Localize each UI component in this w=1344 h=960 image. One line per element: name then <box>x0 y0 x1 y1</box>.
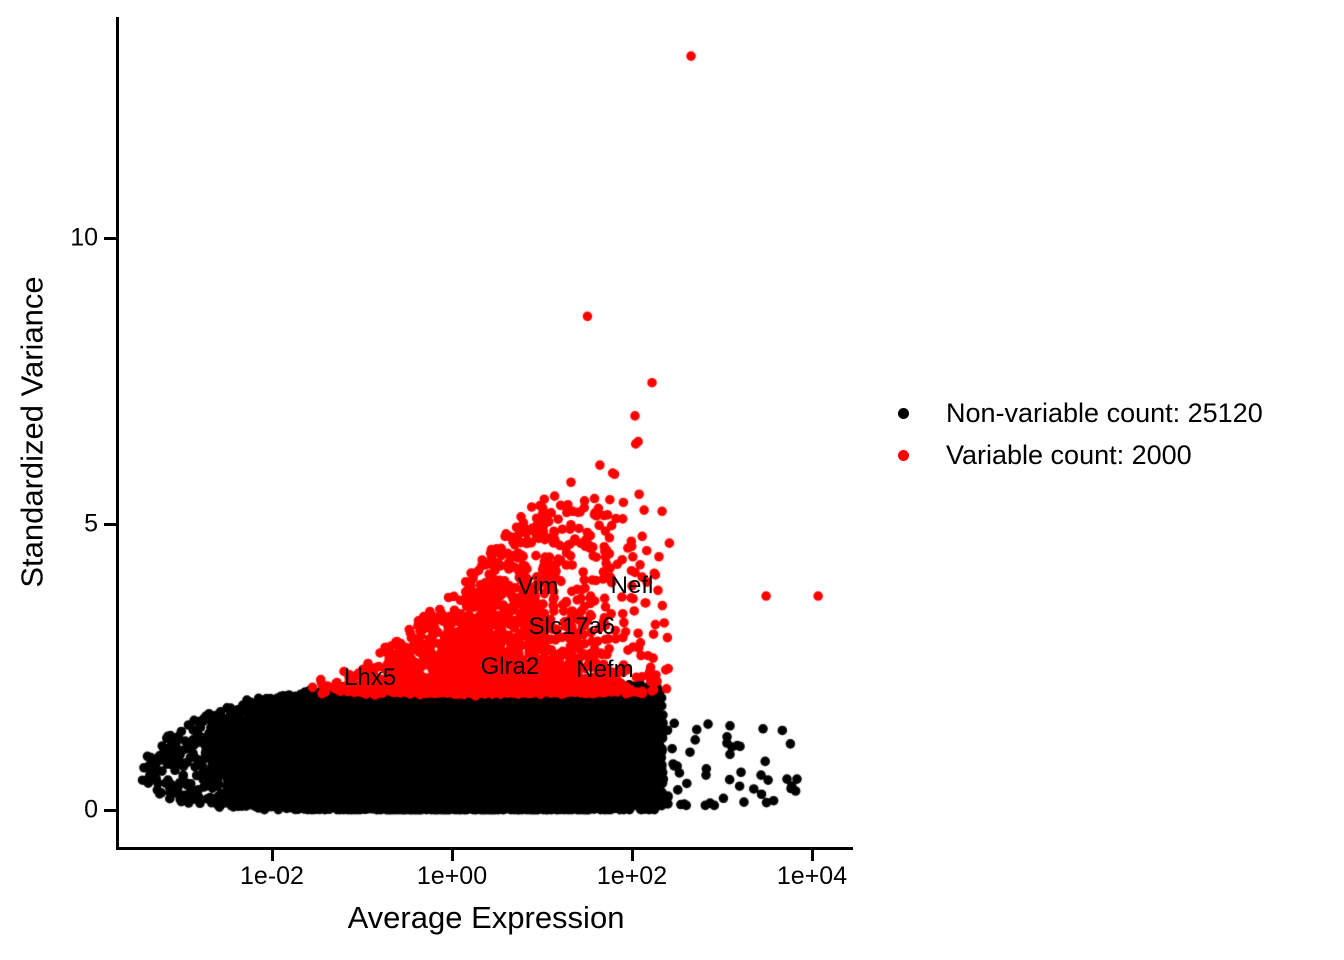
legend: Non-variable count: 25120 Variable count… <box>898 398 1263 482</box>
y-axis-line <box>116 17 119 850</box>
legend-entry-variable: Variable count: 2000 <box>898 440 1263 470</box>
gene-label-nefl: Nefl <box>610 571 654 599</box>
legend-label-variable: Variable count: 2000 <box>946 440 1192 470</box>
x-axis-line <box>116 847 853 850</box>
x-tick-label: 1e+02 <box>596 862 668 890</box>
nonvariable-dot-icon <box>898 407 909 419</box>
y-tick-label: 0 <box>84 795 98 824</box>
y-tick-label: 5 <box>84 509 98 538</box>
gene-label-vim: Vim <box>517 572 559 600</box>
variable-dot-icon <box>898 449 909 461</box>
x-tick-label: 1e+00 <box>416 862 488 890</box>
gene-label-lhx5: Lhx5 <box>344 663 397 691</box>
x-tick-mark <box>450 850 454 861</box>
legend-label-nonvariable: Non-variable count: 25120 <box>946 398 1263 428</box>
legend-entry-nonvariable: Non-variable count: 25120 <box>898 398 1263 428</box>
x-tick-mark <box>630 850 634 861</box>
y-tick-mark <box>104 808 116 812</box>
y-tick-label: 10 <box>70 223 98 252</box>
x-tick-label: 1e-02 <box>240 862 304 890</box>
gene-label-nefm: Nefm <box>576 655 634 683</box>
y-axis-title: Standardized Variance <box>14 276 50 588</box>
x-tick-label: 1e+04 <box>776 862 848 890</box>
y-tick-mark <box>104 522 116 526</box>
x-tick-mark <box>810 850 814 861</box>
x-tick-mark <box>270 850 274 861</box>
x-axis-title: Average Expression <box>347 900 625 935</box>
gene-label-glra2: Glra2 <box>480 653 540 680</box>
gene-label-slc17a6: Slc17a6 <box>528 612 616 640</box>
y-tick-mark <box>104 236 116 240</box>
